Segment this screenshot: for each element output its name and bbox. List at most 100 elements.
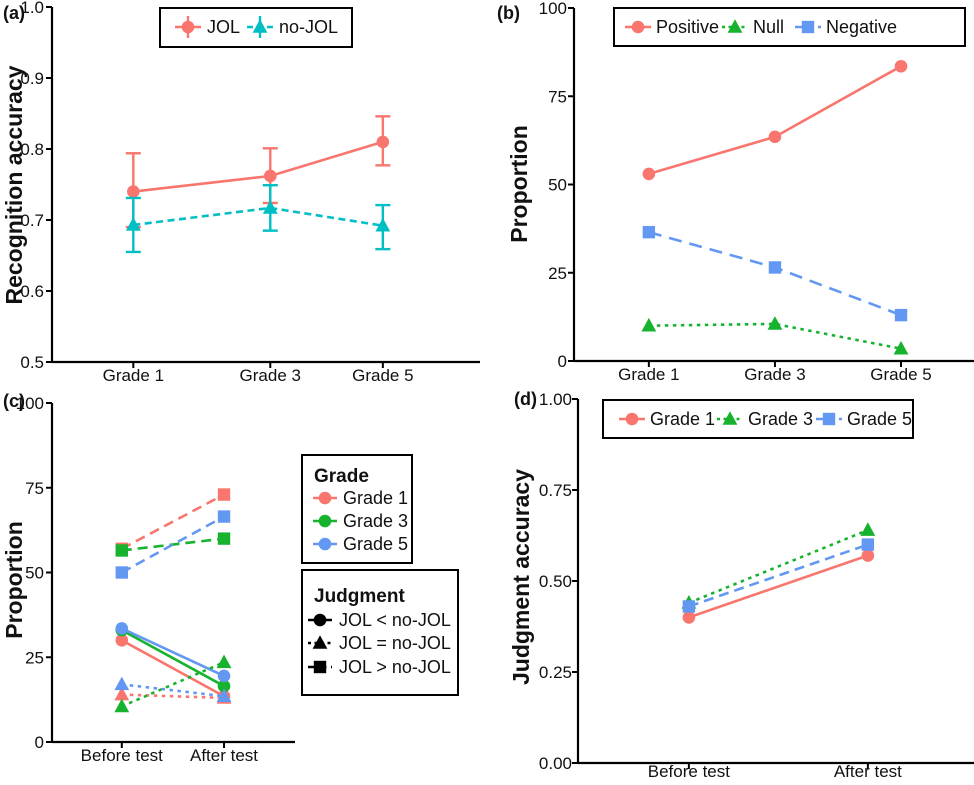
data-point-triangle-icon (114, 686, 130, 701)
series-line (121, 515, 225, 574)
y-tick-label: 50 (548, 176, 567, 195)
series-line (648, 322, 902, 350)
legend-triangle-icon (252, 19, 268, 33)
x-tick-label: Grade 1 (618, 365, 679, 384)
y-tick-label: 75 (25, 479, 44, 498)
data-point-square-icon (894, 308, 908, 322)
data-point-circle-icon (768, 130, 782, 144)
y-axis-title: Proportion (1, 521, 27, 639)
y-axis-title: Judgment accuracy (508, 469, 534, 685)
legend-circle-icon (625, 412, 639, 426)
panel-d-chart: 0.00 0.25 0.50 0.75 1.00 Before test After tes… (508, 389, 974, 781)
data-point-triangle-icon (641, 317, 657, 332)
x-tick-label: Before test (81, 746, 163, 765)
series-line (648, 65, 902, 176)
panel-tag: (d) (514, 390, 537, 409)
x-tick-label: After test (834, 762, 902, 780)
series-line (121, 628, 225, 688)
y-tick-label: 100 (16, 394, 44, 413)
panel-tag: (b) (497, 3, 520, 23)
legend-label: Grade 3 (748, 409, 813, 429)
legend-circle-icon (631, 20, 645, 34)
y-tick-label: 1.00 (539, 390, 572, 409)
data-point-triangle-icon (114, 698, 130, 713)
panel-tag: (c) (3, 391, 25, 411)
data-point-square-icon (217, 510, 231, 523)
legend-triangle-icon (312, 635, 328, 649)
y-tick-label: 25 (25, 648, 44, 667)
y-tick-label: 0.9 (20, 69, 44, 88)
panel-a-recognition-accuracy: 0.5 0.6 0.7 0.8 0.9 1.0 Grade 1 Grade 3 Grade 5 R… (0, 0, 487, 390)
series-line (121, 627, 225, 678)
x-tick-label: After test (190, 746, 258, 765)
data-point-triangle-icon (125, 217, 141, 231)
data-point-circle-icon (115, 634, 129, 647)
legend-label: Grade 3 (343, 511, 408, 531)
data-point-square-icon (217, 532, 231, 545)
data-point-circle-icon (682, 611, 696, 624)
legend-label: no-JOL (279, 17, 338, 37)
data-point-triangle-icon (767, 316, 783, 330)
data-point-circle-icon (263, 169, 277, 183)
y-axis-title: Proportion (506, 125, 532, 243)
series-line (133, 140, 384, 193)
legend-triangle-icon (722, 411, 738, 425)
legend-label: Grade 5 (343, 534, 408, 554)
legend-triangle-icon (727, 19, 743, 33)
y-tick-label: 100 (539, 0, 567, 18)
y-tick-label: 1.0 (20, 0, 44, 17)
data-point-square-icon (115, 566, 128, 579)
x-tick-label: Before test (648, 762, 730, 780)
legend-label: Grade 1 (650, 409, 715, 429)
legend-circle-icon (181, 20, 195, 34)
series-line (688, 543, 869, 608)
data-point-triangle-icon (262, 200, 278, 214)
panel-c-chart: 0 25 50 75 100 Before test After test Proportio… (1, 391, 459, 765)
data-point-circle-icon (376, 135, 390, 149)
legend-square-icon (801, 20, 815, 34)
y-tick-label: 0.75 (539, 481, 572, 500)
x-tick-label: Grade 5 (352, 366, 413, 385)
legend-label: Positive (656, 17, 719, 37)
data-point-square-icon (682, 600, 696, 613)
legend-box (613, 7, 966, 47)
y-tick-label: 0.50 (539, 572, 572, 591)
data-point-circle-icon (115, 622, 129, 635)
panel-d-judgment-accuracy: 0.00 0.25 0.50 0.75 1.00 Before test After tes… (487, 389, 974, 781)
series-line (133, 206, 384, 227)
y-tick-label: 0.5 (20, 353, 44, 372)
data-point-circle-icon (217, 679, 231, 693)
x-tick-label: Grade 1 (103, 366, 164, 385)
panel-tag: (a) (3, 3, 25, 23)
y-tick-label: 0.25 (539, 663, 572, 682)
x-tick-label: Grade 3 (744, 365, 805, 384)
y-tick-label: 75 (548, 87, 567, 106)
y-tick-label: 25 (548, 264, 567, 283)
y-tick-label: 0.6 (20, 282, 44, 301)
data-point-triangle-icon (860, 522, 876, 536)
data-point-square-icon (861, 538, 875, 551)
legend-circle-icon (318, 491, 332, 505)
legend-box (301, 569, 459, 696)
data-point-circle-icon (861, 549, 875, 562)
series-line (688, 528, 869, 605)
panel-b-proportion-by-grade: 0 25 50 75 100 Grade 1 Grade 3 Grade 5 Proportio… (487, 0, 974, 390)
legend-label: JOL > no-JOL (339, 657, 451, 677)
panel-a-chart: 0.5 0.6 0.7 0.8 0.9 1.0 Grade 1 Grade 3 Grade 5 R… (1, 0, 480, 385)
panel-b-chart: 0 25 50 75 100 Grade 1 Grade 3 Grade 5 Proportio… (497, 0, 974, 384)
data-point-circle-icon (642, 167, 656, 181)
legend-label: Null (753, 17, 784, 37)
y-tick-label: 50 (25, 564, 44, 583)
legend-label: Grade 1 (343, 488, 408, 508)
series-line (121, 537, 225, 552)
data-point-circle-icon (894, 59, 908, 73)
legend-label: Grade 5 (847, 409, 912, 429)
legend-circle-icon (318, 514, 332, 528)
series-line (121, 661, 225, 708)
y-axis-title: Recognition accuracy (1, 65, 27, 304)
data-point-square-icon (642, 225, 656, 239)
data-point-square-icon (217, 488, 231, 501)
x-tick-label: Grade 5 (870, 365, 931, 384)
legend-title: Judgment (314, 586, 405, 607)
